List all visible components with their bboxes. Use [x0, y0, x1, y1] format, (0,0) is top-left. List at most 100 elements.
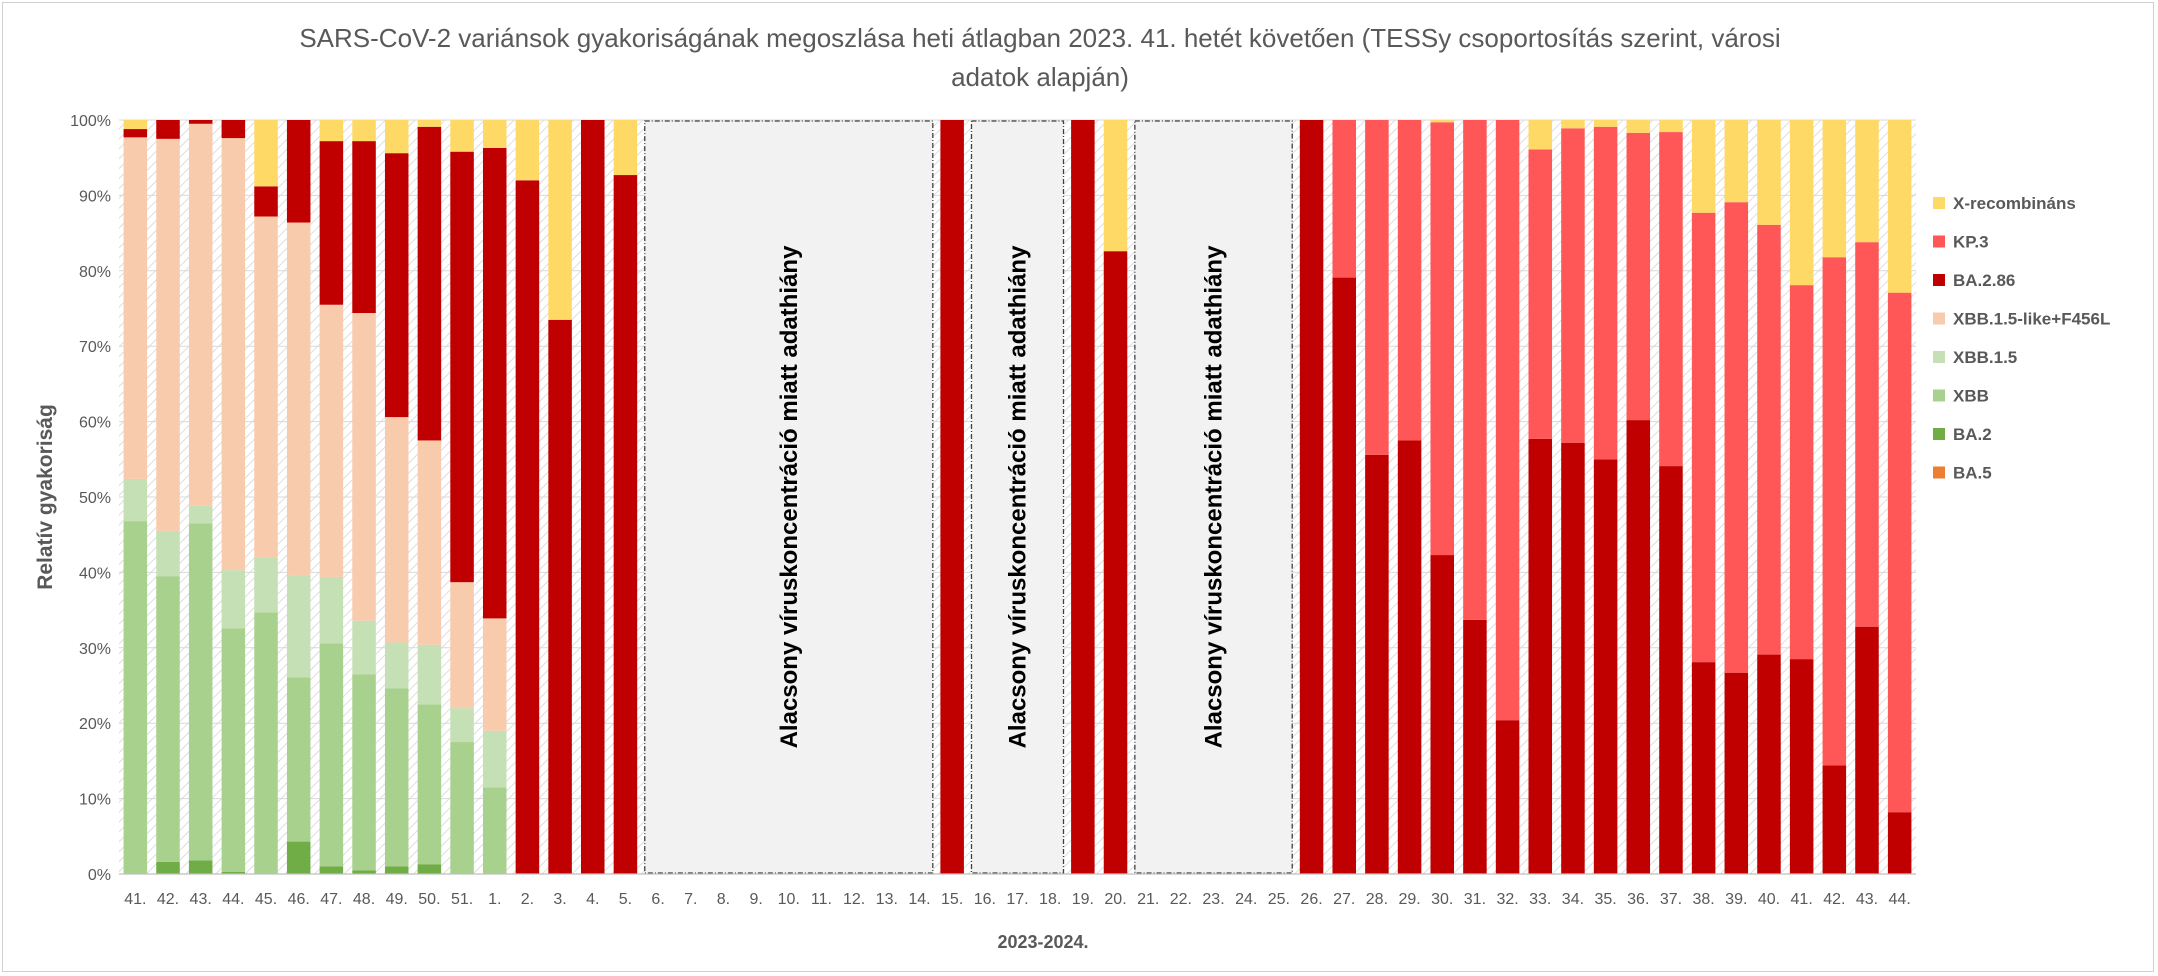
bar-segment: [1691, 212, 1716, 663]
bar-segment: [450, 708, 474, 743]
bar-segment: [156, 576, 180, 862]
bar-segment: [1397, 440, 1422, 874]
bar-segment: [482, 730, 507, 788]
bar-segment: [352, 313, 376, 621]
bar-segment: [221, 570, 246, 629]
bar-segment: [1430, 555, 1455, 874]
chart-title-line2: adatok alapján): [951, 62, 1129, 92]
bar-segment: [1495, 120, 1520, 721]
y-tick-label: 10%: [79, 792, 111, 809]
x-tick-label: 24.: [1235, 891, 1257, 908]
x-tick-label: 8.: [717, 891, 730, 908]
y-tick-label: 60%: [79, 415, 111, 432]
bar-segment: [450, 582, 474, 709]
bar-segment: [1103, 251, 1128, 875]
x-tick-label: 15.: [941, 891, 963, 908]
x-tick-label: 3.: [553, 891, 566, 908]
x-tick-label: 36.: [1627, 891, 1649, 908]
bar-segment: [1855, 242, 1879, 627]
y-tick-label: 50%: [79, 490, 111, 507]
y-tick-label: 40%: [79, 565, 111, 582]
legend-label: BA.2: [1953, 425, 1992, 444]
bar-segment: [123, 521, 148, 874]
bar-segment: [384, 688, 409, 867]
bar-segment: [1691, 120, 1716, 213]
bar-segment: [1822, 765, 1847, 874]
x-tick-label: 10.: [778, 891, 800, 908]
x-tick-label: 40.: [1758, 891, 1780, 908]
bar-segment: [319, 141, 344, 305]
x-tick-label: 25.: [1268, 891, 1290, 908]
x-tick-label: 49.: [386, 891, 408, 908]
legend-label: X-recombináns: [1953, 194, 2076, 213]
x-tick-label: 34.: [1562, 891, 1584, 908]
legend-swatch: [1933, 428, 1945, 440]
x-tick-label: 13.: [876, 891, 898, 908]
bar-segment: [1855, 120, 1879, 243]
bar-segment: [1463, 619, 1487, 874]
legend-label: XBB.1.5-like+F456L: [1953, 310, 2110, 329]
bar-segment: [319, 576, 344, 644]
bar-segment: [352, 870, 376, 874]
bar-segment: [613, 120, 638, 176]
bar-segment: [352, 674, 376, 871]
bar-segment: [1887, 292, 1912, 813]
bar-segment: [254, 186, 278, 217]
x-tick-label: 51.: [451, 891, 473, 908]
bar-segment: [417, 704, 442, 865]
bar-segment: [1561, 120, 1585, 129]
x-tick-label: 14.: [908, 891, 930, 908]
bar-segment: [1561, 442, 1585, 874]
bar-segment: [417, 440, 442, 645]
bar-segment: [286, 677, 311, 842]
x-tick-label: 37.: [1660, 891, 1682, 908]
bar-segment: [254, 612, 278, 874]
bar-segment: [1659, 466, 1683, 874]
bar-segment: [156, 861, 180, 874]
x-tick-label: 38.: [1693, 891, 1715, 908]
x-tick-label: 9.: [749, 891, 762, 908]
bar-segment: [1757, 224, 1781, 655]
x-axis-label: 2023-2024.: [997, 932, 1088, 952]
bar-segment: [417, 864, 442, 874]
bar-segment: [1561, 128, 1585, 443]
x-tick-label: 4.: [586, 891, 599, 908]
bar-segment: [613, 175, 638, 875]
bar-segment: [221, 871, 246, 874]
x-tick-label: 26.: [1300, 891, 1322, 908]
bar-segment: [156, 138, 180, 531]
bar-segment: [1659, 132, 1683, 467]
bar-segment: [188, 523, 213, 861]
bar-segment: [580, 120, 605, 874]
bar-segment: [1365, 120, 1389, 455]
bar-segment: [1332, 120, 1356, 278]
bar-segment: [319, 643, 344, 867]
bar-segment: [1593, 459, 1618, 874]
bar-segment: [1887, 812, 1912, 874]
data-gap-label: Alacsony víruskoncentráció miatt adathiá…: [1005, 245, 1032, 748]
bar-segment: [1397, 120, 1422, 441]
legend-swatch: [1933, 389, 1945, 402]
x-tick-label: 16.: [974, 891, 996, 908]
x-tick-label: 48.: [353, 891, 375, 908]
bar-segment: [1593, 126, 1618, 460]
bar-segment: [286, 575, 311, 678]
bar-segment: [123, 129, 148, 138]
x-tick-label: 44.: [1889, 891, 1911, 908]
bar-segment: [1626, 132, 1651, 421]
data-gap-box: [1134, 120, 1293, 874]
x-tick-label: 19.: [1072, 891, 1094, 908]
y-tick-label: 90%: [79, 188, 111, 205]
bar-segment: [123, 478, 148, 522]
x-tick-label: 41.: [1791, 891, 1813, 908]
bar-segment: [188, 505, 213, 524]
bar-segment: [286, 120, 311, 223]
bar-segment: [1724, 672, 1749, 874]
bar-segment: [1789, 285, 1814, 660]
bar-segment: [1626, 120, 1651, 133]
bar-segment: [1463, 120, 1487, 620]
bar-segment: [1724, 202, 1749, 673]
bar-segment: [1495, 720, 1520, 874]
